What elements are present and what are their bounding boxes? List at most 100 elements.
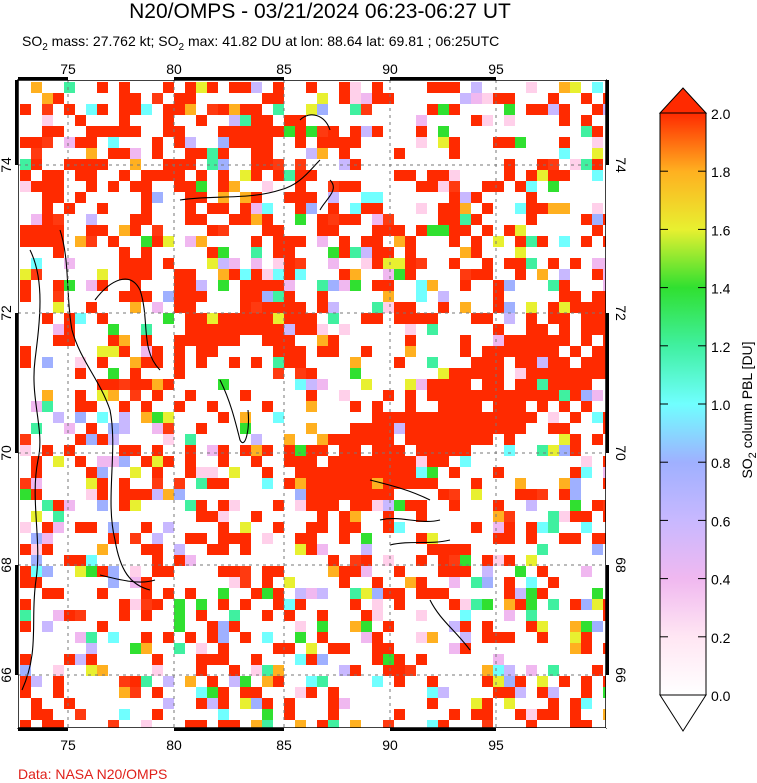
so2-pixel bbox=[350, 566, 361, 577]
so2-pixel bbox=[163, 291, 174, 302]
so2-pixel bbox=[240, 577, 251, 588]
so2-pixel bbox=[570, 643, 581, 654]
so2-pixel bbox=[31, 214, 42, 225]
so2-pixel bbox=[262, 93, 273, 104]
so2-pixel bbox=[537, 104, 548, 115]
so2-pixel bbox=[317, 478, 328, 489]
so2-pixel bbox=[251, 126, 262, 137]
so2-pixel bbox=[295, 588, 306, 599]
so2-pixel bbox=[504, 610, 515, 621]
so2-pixel bbox=[53, 247, 64, 258]
so2-pixel bbox=[273, 412, 284, 423]
so2-pixel bbox=[196, 115, 207, 126]
so2-pixel bbox=[284, 335, 295, 346]
so2-pixel bbox=[306, 478, 317, 489]
so2-pixel bbox=[592, 313, 603, 324]
so2-pixel bbox=[218, 511, 229, 522]
so2-pixel bbox=[196, 82, 207, 93]
so2-pixel bbox=[86, 654, 97, 665]
so2-pixel bbox=[559, 82, 570, 93]
so2-pixel bbox=[471, 412, 482, 423]
so2-pixel bbox=[196, 511, 207, 522]
so2-pixel bbox=[284, 302, 295, 313]
so2-pixel bbox=[218, 225, 229, 236]
so2-pixel bbox=[339, 181, 350, 192]
so2-pixel bbox=[460, 423, 471, 434]
so2-pixel bbox=[163, 115, 174, 126]
so2-pixel bbox=[53, 720, 64, 728]
so2-pixel bbox=[152, 665, 163, 676]
so2-pixel bbox=[493, 423, 504, 434]
so2-pixel bbox=[526, 522, 537, 533]
so2-pixel bbox=[141, 522, 152, 533]
so2-pixel bbox=[515, 478, 526, 489]
so2-pixel bbox=[251, 203, 262, 214]
so2-pixel bbox=[548, 445, 559, 456]
so2-pixel bbox=[218, 258, 229, 269]
so2-pixel bbox=[317, 379, 328, 390]
so2-pixel bbox=[251, 170, 262, 181]
so2-pixel bbox=[372, 676, 383, 687]
so2-pixel bbox=[97, 82, 108, 93]
so2-pixel bbox=[405, 324, 416, 335]
so2-pixel bbox=[273, 126, 284, 137]
so2-pixel bbox=[174, 489, 185, 500]
so2-pixel bbox=[295, 456, 306, 467]
so2-pixel bbox=[119, 126, 130, 137]
so2-pixel bbox=[383, 412, 394, 423]
so2-pixel bbox=[339, 445, 350, 456]
so2-pixel bbox=[20, 577, 31, 588]
so2-pixel bbox=[493, 555, 504, 566]
so2-pixel bbox=[185, 555, 196, 566]
so2-pixel bbox=[383, 291, 394, 302]
so2-pixel bbox=[581, 511, 592, 522]
so2-pixel bbox=[383, 588, 394, 599]
so2-pixel bbox=[350, 665, 361, 676]
so2-pixel bbox=[306, 203, 317, 214]
so2-pixel bbox=[526, 313, 537, 324]
so2-pixel bbox=[218, 269, 229, 280]
so2-pixel bbox=[427, 170, 438, 181]
so2-pixel bbox=[471, 577, 482, 588]
so2-pixel bbox=[306, 533, 317, 544]
so2-pixel bbox=[229, 665, 240, 676]
so2-pixel bbox=[306, 126, 317, 137]
so2-pixel bbox=[97, 412, 108, 423]
so2-pixel bbox=[185, 390, 196, 401]
so2-pixel bbox=[339, 533, 350, 544]
so2-pixel bbox=[273, 302, 284, 313]
so2-pixel bbox=[427, 324, 438, 335]
so2-pixel bbox=[42, 533, 53, 544]
so2-pixel bbox=[229, 335, 240, 346]
so2-pixel bbox=[64, 324, 75, 335]
so2-pixel bbox=[350, 269, 361, 280]
so2-pixel bbox=[317, 445, 328, 456]
so2-pixel bbox=[416, 412, 427, 423]
so2-pixel bbox=[163, 258, 174, 269]
so2-pixel bbox=[438, 82, 449, 93]
so2-pixel bbox=[581, 599, 592, 610]
so2-pixel bbox=[306, 489, 317, 500]
so2-pixel bbox=[141, 379, 152, 390]
so2-pixel bbox=[581, 456, 592, 467]
so2-pixel bbox=[295, 181, 306, 192]
so2-pixel bbox=[328, 698, 339, 709]
so2-pixel bbox=[207, 313, 218, 324]
so2-pixel bbox=[262, 577, 273, 588]
coastline-gulf bbox=[94, 278, 161, 371]
so2-pixel bbox=[449, 225, 460, 236]
so2-pixel bbox=[482, 368, 493, 379]
so2-pixel bbox=[449, 148, 460, 159]
so2-pixel bbox=[460, 93, 471, 104]
so2-pixel bbox=[97, 544, 108, 555]
so2-pixel bbox=[163, 104, 174, 115]
so2-pixel bbox=[559, 379, 570, 390]
so2-pixel bbox=[504, 445, 515, 456]
so2-pixel bbox=[284, 709, 295, 720]
so2-pixel bbox=[284, 643, 295, 654]
so2-pixel bbox=[284, 346, 295, 357]
so2-pixel bbox=[493, 357, 504, 368]
so2-pixel bbox=[218, 522, 229, 533]
so2-pixel bbox=[515, 357, 526, 368]
so2-pixel bbox=[86, 148, 97, 159]
